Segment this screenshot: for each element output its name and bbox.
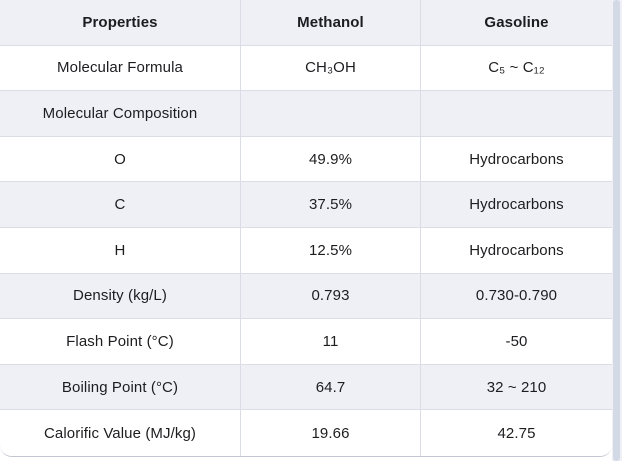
table-grid: Properties Methanol Gasoline Molecular F… — [0, 0, 612, 456]
row-molecular-formula-gasoline: C₅ ~ C₁₂ — [421, 45, 612, 92]
column-header-properties: Properties — [0, 0, 241, 46]
row-flash-point-label: Flash Point (°C) — [0, 319, 241, 365]
properties-comparison-table: Properties Methanol Gasoline Molecular F… — [0, 0, 612, 457]
row-oxygen-gasoline: Hydrocarbons — [421, 136, 612, 183]
row-molecular-composition-methanol — [241, 91, 421, 137]
row-carbon-gasoline: Hydrocarbons — [421, 182, 612, 228]
row-calorific-value-methanol: 19.66 — [241, 410, 421, 456]
scrollbar-track — [612, 0, 622, 461]
row-hydrogen-label: H — [0, 227, 241, 274]
row-boiling-point-label: Boiling Point (°C) — [0, 364, 241, 411]
row-molecular-composition-label: Molecular Composition — [0, 91, 241, 137]
row-calorific-value-gasoline: 42.75 — [421, 410, 612, 456]
row-carbon-methanol: 37.5% — [241, 182, 421, 228]
column-header-gasoline: Gasoline — [421, 0, 612, 46]
row-hydrogen-methanol: 12.5% — [241, 227, 421, 274]
row-density-methanol: 0.793 — [241, 273, 421, 320]
row-boiling-point-gasoline: 32 ~ 210 — [421, 364, 612, 411]
row-molecular-composition-gasoline — [421, 91, 612, 137]
scrollbar-thumb[interactable] — [613, 0, 620, 461]
row-density-label: Density (kg/L) — [0, 273, 241, 320]
row-flash-point-methanol: 11 — [241, 319, 421, 365]
row-carbon-label: C — [0, 182, 241, 228]
row-hydrogen-gasoline: Hydrocarbons — [421, 227, 612, 274]
row-oxygen-label: O — [0, 136, 241, 183]
row-density-gasoline: 0.730-0.790 — [421, 273, 612, 320]
row-molecular-formula-methanol: CH₃OH — [241, 45, 421, 92]
row-molecular-formula-label: Molecular Formula — [0, 45, 241, 92]
column-header-methanol: Methanol — [241, 0, 421, 46]
row-oxygen-methanol: 49.9% — [241, 136, 421, 183]
row-calorific-value-label: Calorific Value (MJ/kg) — [0, 410, 241, 456]
row-flash-point-gasoline: -50 — [421, 319, 612, 365]
row-boiling-point-methanol: 64.7 — [241, 364, 421, 411]
